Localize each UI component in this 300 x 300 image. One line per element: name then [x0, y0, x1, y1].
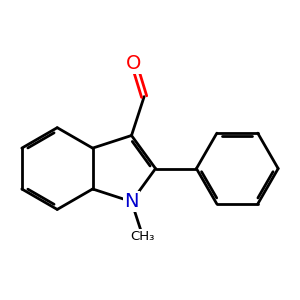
Text: O: O	[126, 54, 142, 73]
Text: CH₃: CH₃	[131, 230, 155, 243]
Text: N: N	[124, 192, 139, 211]
